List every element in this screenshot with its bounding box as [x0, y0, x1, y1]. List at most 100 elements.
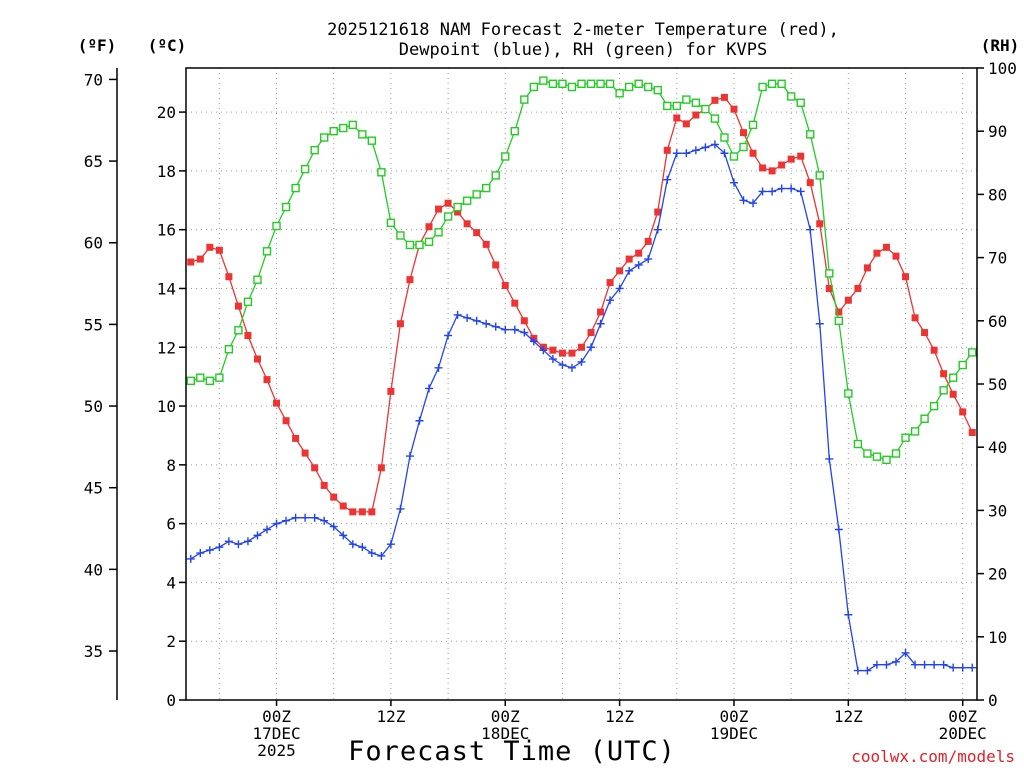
rh-point: [701, 104, 710, 114]
celsius-tick-label: 10: [157, 397, 176, 416]
rh-point: [434, 228, 443, 237]
temperature-point: [568, 349, 576, 357]
fahrenheit-tick-label: 55: [84, 315, 103, 334]
temperature-point: [663, 146, 671, 154]
dewpoint-point: [196, 549, 205, 558]
rh-point: [215, 373, 224, 382]
dewpoint-point: [491, 322, 500, 331]
temperature-point: [787, 155, 795, 163]
temperature-point: [435, 205, 443, 213]
temperature-point: [654, 208, 662, 216]
celsius-tick-label: 14: [157, 279, 176, 298]
celsius-tick-label: 20: [157, 103, 176, 122]
dewpoint-point: [796, 187, 805, 196]
rh-point: [453, 202, 462, 212]
temperature-point: [806, 179, 814, 187]
dewpoint-series: [186, 140, 977, 675]
temperature-point: [511, 299, 519, 307]
rh-tick-label: 70: [988, 249, 1007, 268]
rh-point: [825, 269, 834, 278]
temperature-point: [501, 282, 509, 290]
rh-point: [920, 414, 929, 423]
temperature-point: [768, 167, 776, 175]
temperature-point: [225, 273, 233, 281]
dewpoint-point: [482, 319, 491, 328]
rh-point: [796, 98, 805, 107]
rh-point: [605, 79, 615, 89]
temperature-point: [644, 237, 652, 245]
rh-point: [548, 79, 558, 89]
dewpoint-point: [625, 266, 634, 275]
chart-title-line-1: 2025121618 NAM Forecast 2-meter Temperat…: [327, 20, 839, 40]
temperature-point: [196, 255, 204, 263]
dewpoint-point: [806, 225, 815, 234]
dewpoint-point: [577, 357, 586, 366]
dewpoint-point: [320, 516, 329, 525]
temperature-point: [720, 93, 728, 101]
rh-tick-label: 10: [988, 628, 1007, 647]
rh-point: [253, 275, 262, 284]
celsius-axis: 0 2 4 6 8 10 12 14 16 18 20: [157, 103, 186, 710]
rh-tick-label: 100: [988, 59, 1017, 78]
dewpoint-point: [339, 531, 348, 540]
rh-point: [243, 297, 253, 307]
rh-point: [415, 240, 424, 250]
dewpoint-point: [710, 140, 719, 149]
rh-point: [501, 152, 510, 161]
dewpoint-point: [739, 196, 748, 205]
celsius-unit-label: (ºC): [148, 36, 187, 55]
dewpoint-point: [958, 663, 967, 672]
x-tick-label: 00Z: [720, 707, 749, 726]
rh-series: [186, 76, 977, 465]
dewpoint-point: [663, 175, 672, 184]
temperature-point: [968, 429, 976, 437]
rh-point: [910, 427, 920, 436]
dewpoint-point: [949, 663, 958, 672]
dewpoint-point: [777, 184, 786, 193]
dewpoint-point: [425, 384, 434, 393]
dewpoint-point: [653, 225, 662, 234]
celsius-tick-label: 4: [166, 573, 176, 592]
rh-point: [472, 190, 481, 199]
rh-point: [882, 455, 891, 465]
rh-point: [262, 247, 272, 256]
x-tick-label: 12Z: [605, 707, 634, 726]
rh-line: [190, 79, 973, 461]
dewpoint-point: [587, 343, 596, 352]
temperature-point: [892, 252, 900, 260]
temperature-point: [473, 229, 481, 237]
rh-point: [520, 95, 529, 104]
fahrenheit-tick-label: 50: [84, 397, 103, 416]
dewpoint-point: [691, 146, 700, 155]
rh-point: [443, 212, 453, 221]
temperature-point: [558, 349, 566, 357]
dewpoint-point: [310, 513, 319, 522]
temperature-point: [244, 331, 252, 339]
temperature-point: [387, 387, 395, 395]
temperature-point: [625, 255, 633, 263]
rh-point: [329, 126, 338, 136]
dewpoint-point: [644, 255, 653, 264]
rh-point: [958, 360, 967, 370]
dewpoint-point: [186, 554, 195, 563]
temperature-point: [520, 317, 528, 325]
x-tick-label: 19DEC: [710, 724, 758, 743]
rh-point: [596, 79, 605, 89]
dewpoint-point: [243, 537, 252, 546]
dewpoint-point: [377, 551, 386, 560]
dewpoint-point: [815, 319, 824, 328]
rh-tick-label: 20: [988, 565, 1007, 584]
fahrenheit-tick-label: 35: [84, 642, 103, 661]
rh-axis: 0 10 20 30 40 50 60 70 80 90 100: [977, 59, 1017, 710]
temperature-point: [463, 220, 471, 228]
celsius-tick-label: 2: [166, 632, 176, 651]
dewpoint-point: [510, 325, 519, 334]
rh-point: [186, 376, 195, 386]
rh-point: [729, 152, 739, 161]
rh-point: [358, 130, 367, 139]
dewpoint-point: [939, 660, 948, 669]
rh-point: [491, 171, 500, 180]
rh-point: [367, 136, 377, 145]
rh-point: [710, 114, 720, 123]
